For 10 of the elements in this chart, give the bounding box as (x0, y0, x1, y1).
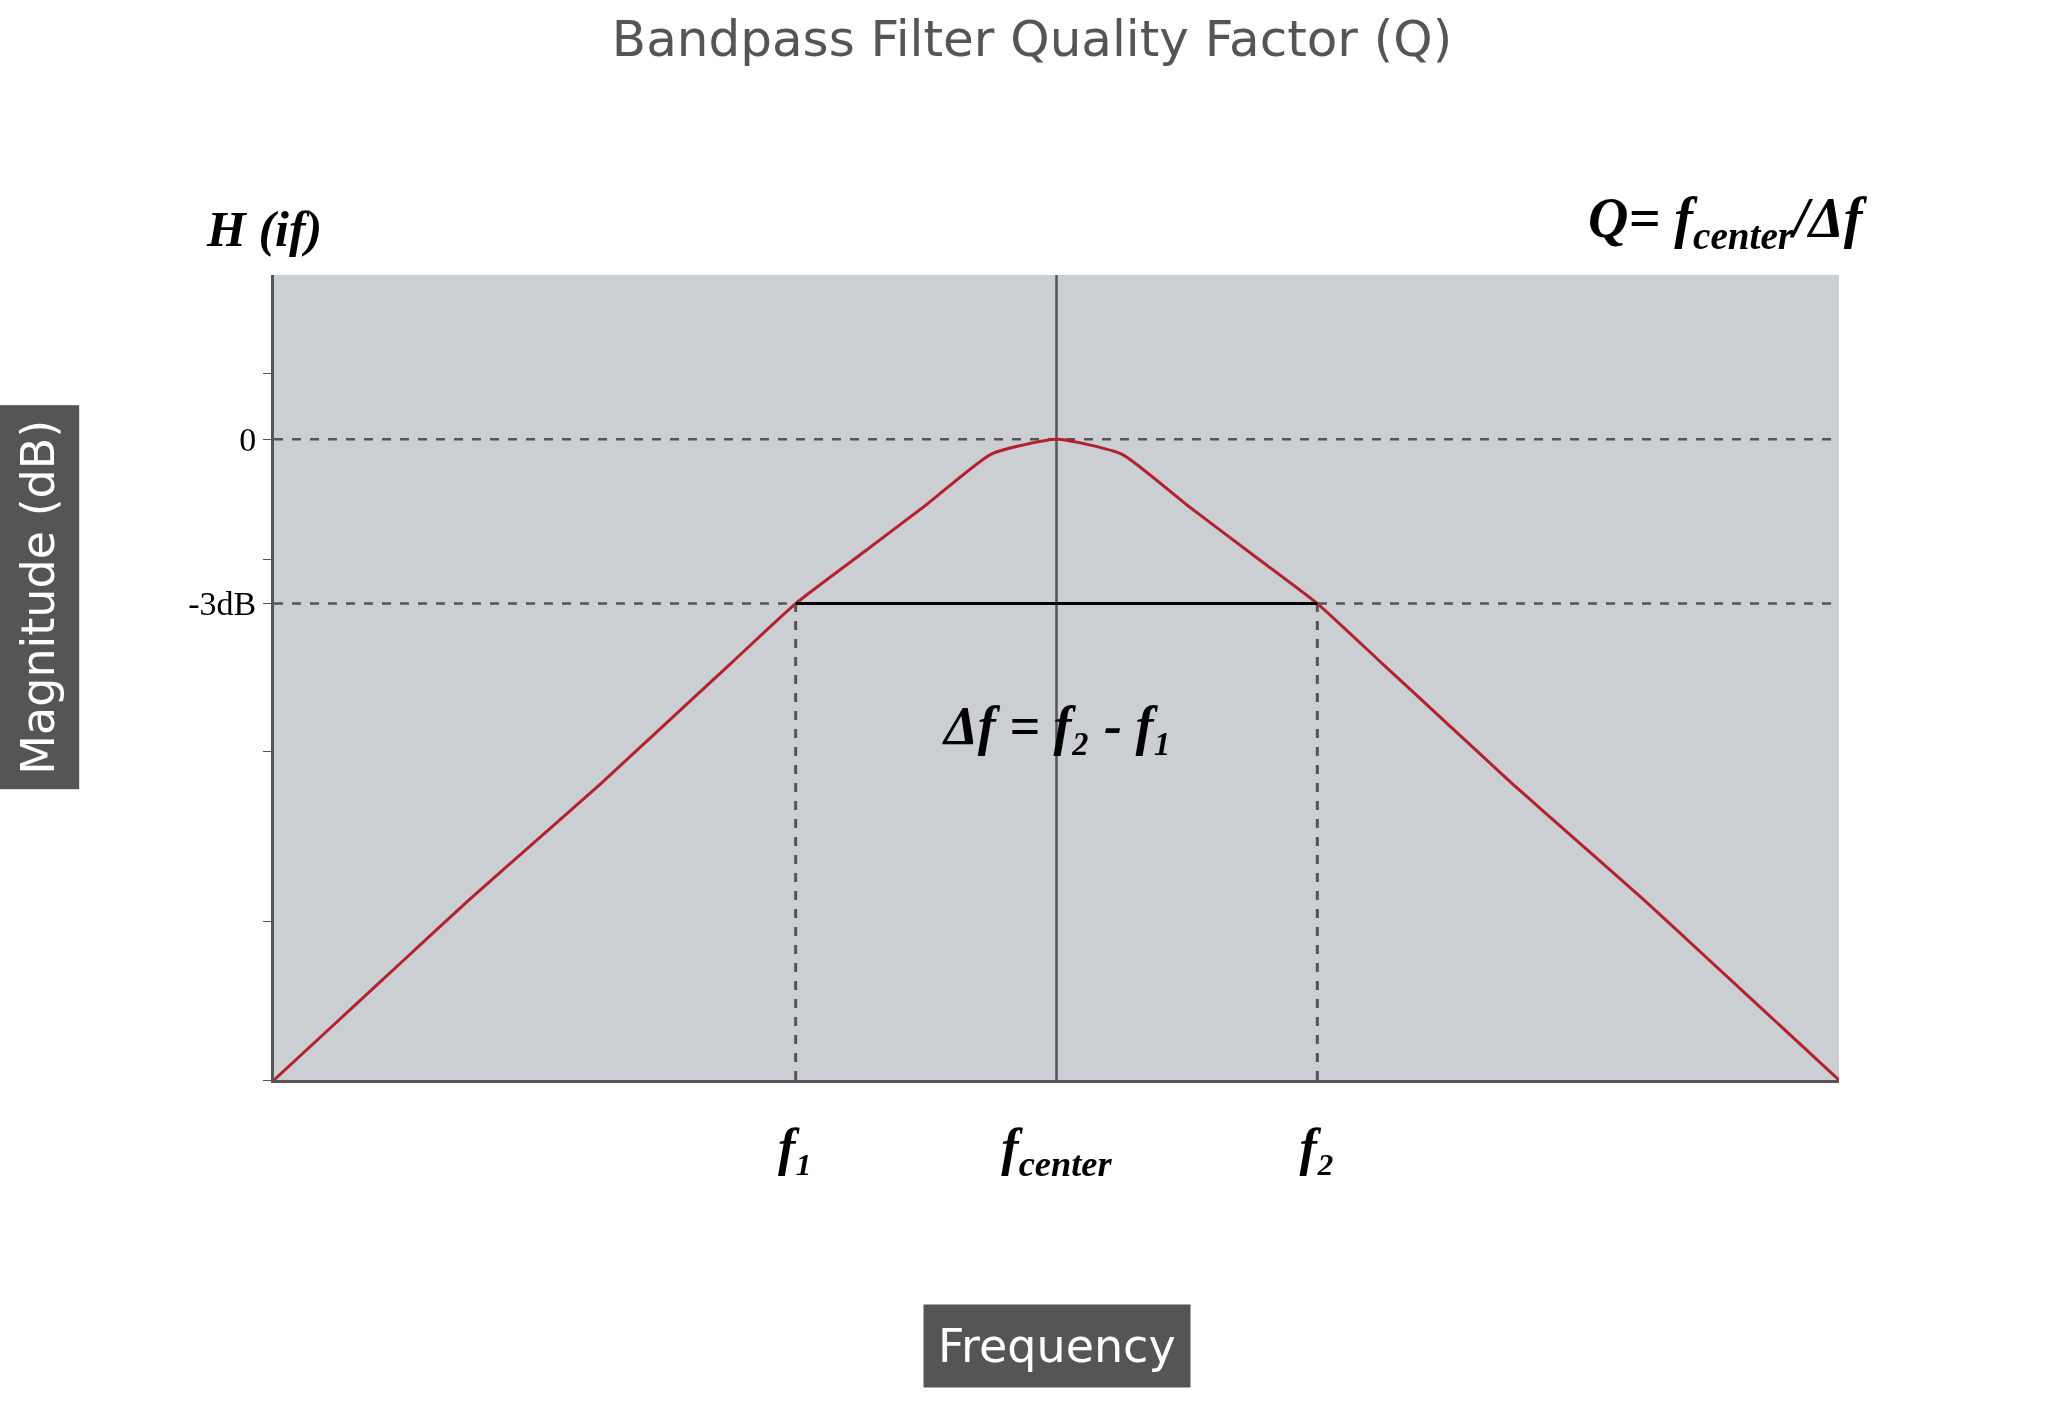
y-tick-label: -3dB (188, 585, 257, 623)
text: H (if) (206, 201, 323, 257)
text: Q= f$_{center}$/Δf (1588, 187, 1868, 257)
x-axis-title: Frequency (938, 1319, 1176, 1373)
chart-title: Bandpass Filter Quality Factor (Q) (611, 10, 1453, 69)
x-tick-label: f$_{center}$ (1001, 1119, 1113, 1185)
y-tick-label: 0 (239, 421, 257, 459)
x-tick-label: f₂ (1299, 1119, 1336, 1177)
x-tick-label: f₁ (777, 1119, 814, 1177)
y-axis-title: Magnitude (dB) (10, 419, 65, 775)
